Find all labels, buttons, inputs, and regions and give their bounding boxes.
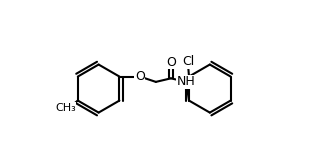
Text: CH₃: CH₃ [55, 103, 76, 113]
Text: O: O [135, 70, 145, 83]
Text: Cl: Cl [182, 55, 194, 68]
Text: NH: NH [177, 75, 196, 88]
Text: O: O [166, 56, 176, 69]
